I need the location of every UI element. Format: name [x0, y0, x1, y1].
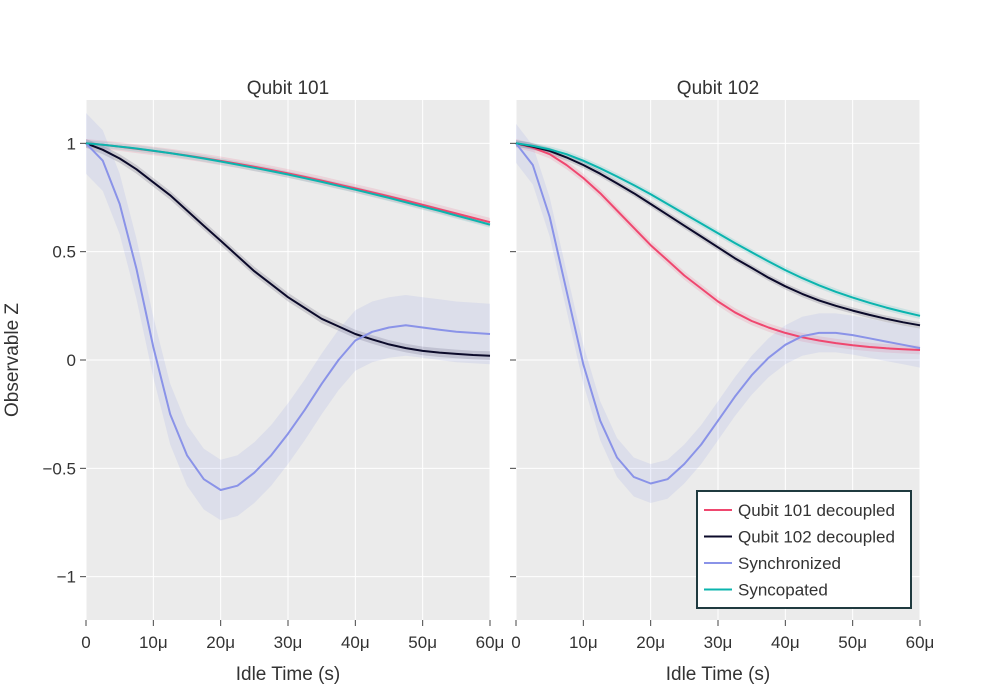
x-tick-label: 40μ: [341, 633, 370, 652]
series-line-synchronized: [515, 142, 921, 485]
x-tick-label: 40μ: [771, 633, 800, 652]
band-qubit-101-decoupled: [516, 139, 920, 355]
x-tick-label: 20μ: [636, 633, 665, 652]
x-tick-label: 10μ: [139, 633, 168, 652]
series-line-synchronized: [85, 142, 491, 491]
x-tick-label: 50μ: [838, 633, 867, 652]
confidence-bands: [516, 123, 920, 504]
axis-ticks: 0 10μ 20μ 30μ 40μ 50μ 60μ: [510, 142, 935, 652]
subplot-qubit-101: 0 10μ 20μ 30μ 40μ 50μ 60μ 1 0.5 0 −0.5 −1 Qubit 101…: [2, 78, 504, 685]
band-qubit-102-decoupled: [86, 139, 490, 360]
band-synchronized: [86, 113, 490, 521]
legend-label: Qubit 102 decoupled: [738, 528, 895, 547]
legend-items: Qubit 101 decoupled Qubit 102 decoupled Sy…: [704, 501, 895, 600]
legend-label: Qubit 101 decoupled: [738, 501, 895, 520]
x-tick-label: 10μ: [569, 633, 598, 652]
x-tick-label: 20μ: [206, 633, 235, 652]
legend-label: Syncopated: [738, 581, 828, 600]
series-lines: [85, 142, 491, 491]
x-tick-label: 50μ: [408, 633, 437, 652]
x-tick-label: 0: [511, 633, 520, 652]
x-axis-title: Idle Time (s): [666, 664, 771, 685]
y-tick-label: −1: [57, 568, 76, 587]
band-syncopated: [86, 140, 490, 228]
y-axis-title: Observable Z: [2, 303, 23, 417]
series-line-qubit-102-decoupled: [85, 142, 491, 357]
x-axis-title: Idle Time (s): [236, 664, 341, 685]
legend-item-qubit-101-decoupled[interactable]: Qubit 101 decoupled: [704, 501, 895, 520]
x-tick-label: 30μ: [274, 633, 303, 652]
series-line-qubit-102-decoupled: [515, 142, 921, 327]
x-tick-label: 60μ: [476, 633, 505, 652]
series-lines: [515, 142, 921, 485]
y-tick-label: 1: [67, 134, 76, 153]
legend-item-qubit-102-decoupled[interactable]: Qubit 102 decoupled: [704, 528, 895, 547]
legend-label: Synchronized: [738, 554, 841, 573]
series-line-syncopated: [515, 142, 921, 317]
series-line-qubit-101-decoupled: [515, 142, 921, 351]
band-synchronized: [516, 123, 920, 504]
x-tick-label: 60μ: [906, 633, 935, 652]
y-tick-label: −0.5: [42, 459, 76, 478]
legend-item-syncopated[interactable]: Syncopated: [704, 581, 828, 600]
subplot-title: Qubit 102: [677, 78, 759, 99]
legend-item-synchronized[interactable]: Synchronized: [704, 554, 841, 573]
legend[interactable]: Qubit 101 decoupled Qubit 102 decoupled Sy…: [696, 490, 912, 609]
grid: [85, 100, 491, 620]
axis-ticks: 0 10μ 20μ 30μ 40μ 50μ 60μ 1 0.5 0 −0.5 −1: [42, 134, 504, 652]
series-line-syncopated: [85, 142, 491, 226]
y-tick-label: 0: [67, 351, 76, 370]
legend-box: [696, 490, 912, 609]
x-tick-label: 0: [81, 633, 90, 652]
x-tick-label: 30μ: [704, 633, 733, 652]
y-tick-label: 0.5: [52, 243, 76, 262]
subplot-title: Qubit 101: [247, 78, 329, 99]
